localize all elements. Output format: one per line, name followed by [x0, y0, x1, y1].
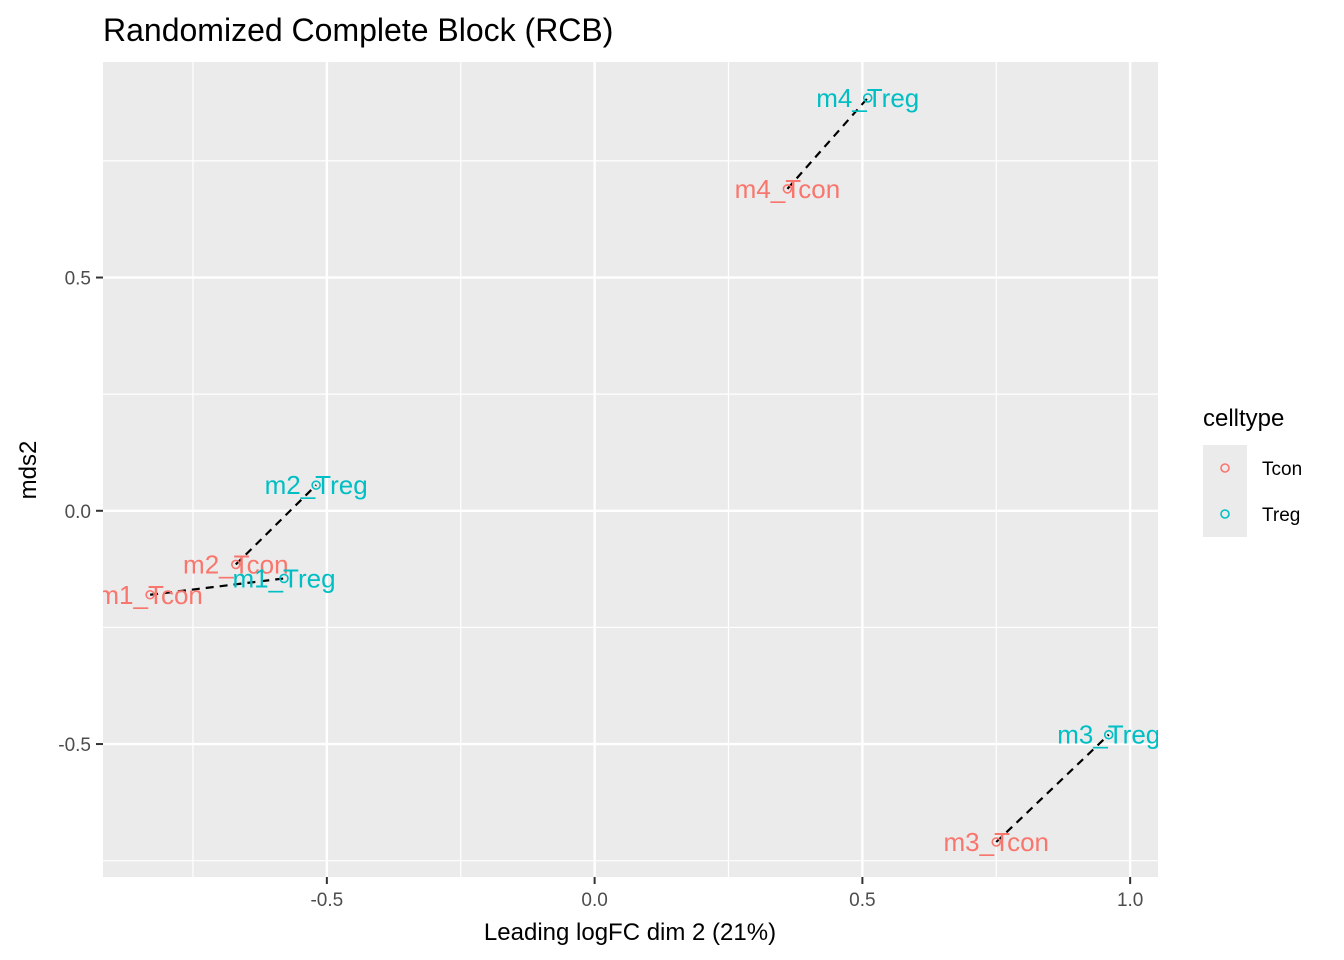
- y-axis-title: mds2: [15, 441, 42, 500]
- point-label: m3_Tcon: [944, 827, 1050, 857]
- point-label: m2_Tcon: [183, 549, 289, 579]
- y-axis: -0.5 0.0 0.5: [58, 269, 103, 756]
- point-label: m3_Treg: [1057, 720, 1160, 750]
- pair-lines: [149, 97, 1110, 843]
- y-tick-label: 0.5: [65, 269, 91, 290]
- pair-line: [995, 733, 1110, 843]
- x-tick-label: 0.5: [849, 890, 875, 911]
- point-label: m4_Treg: [816, 83, 919, 113]
- data-point: [231, 559, 241, 570]
- y-tick-label: 0.0: [65, 502, 91, 523]
- legend-entry-label: Treg: [1262, 505, 1300, 526]
- x-tick-label: 0.0: [581, 890, 607, 911]
- minor-gridlines: [103, 62, 1158, 877]
- data-point: [862, 93, 873, 103]
- data-point: [991, 837, 1002, 847]
- x-tick-label: -0.5: [310, 890, 343, 911]
- data-point: [311, 480, 321, 490]
- legend-title: celltype: [1203, 405, 1284, 432]
- y-tick-label: -0.5: [58, 735, 91, 756]
- legend-entry-label: Tcon: [1262, 459, 1302, 480]
- legend-key-symbol: [1220, 509, 1230, 519]
- major-gridlines: [103, 62, 1158, 877]
- chart-title: Randomized Complete Block (RCB): [103, 12, 613, 48]
- point-label: m1_Tcon: [97, 580, 203, 610]
- point-label: m4_Tcon: [735, 174, 841, 204]
- legend: celltype Tcon Treg: [1203, 405, 1302, 537]
- plot-panel: [103, 62, 1158, 877]
- x-axis: -0.5 0.0 0.5 1.0: [310, 877, 1143, 911]
- pair-line: [786, 97, 869, 190]
- data-point: [782, 184, 793, 194]
- point-label: m1_Treg: [232, 563, 335, 593]
- x-axis-title: Leading logFC dim 2 (21%): [484, 919, 776, 946]
- data-point: [1103, 729, 1114, 740]
- legend-key-box: [1203, 491, 1247, 537]
- pair-line: [149, 577, 285, 596]
- data-points: [145, 93, 1114, 847]
- legend-key-box: [1203, 445, 1247, 491]
- legend-key-symbol: [1220, 463, 1230, 473]
- pair-line: [235, 484, 317, 566]
- point-label: m2_Treg: [265, 470, 368, 500]
- x-tick-label: 1.0: [1117, 890, 1143, 911]
- data-point: [279, 573, 289, 584]
- data-point: [145, 589, 155, 600]
